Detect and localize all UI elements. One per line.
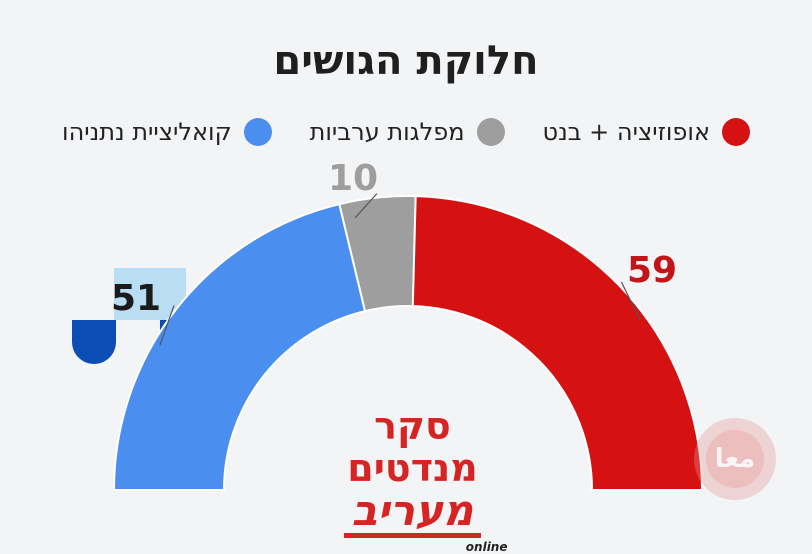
watermark-text: معا (706, 430, 764, 488)
legend-item-coalition: קואליציית נתניהו (62, 118, 272, 146)
legend: אופוזיציה + בנט מפלגות ערביות קואליציית … (0, 112, 812, 152)
brand-online: online (465, 540, 508, 554)
cursor-handle-left-icon[interactable] (72, 320, 116, 364)
legend-swatch-opposition (721, 118, 750, 146)
legend-swatch-coalition (243, 118, 272, 146)
slice-2 (411, 195, 704, 491)
data-label-1: 10 (328, 158, 378, 199)
legend-item-opposition: אופוזיציה + בנט (543, 118, 750, 146)
legend-label-coalition: קואליציית נתניהו (62, 118, 232, 146)
leader-line-2 (620, 281, 641, 321)
brand-name: מעריב (343, 489, 482, 538)
brand-logo: סקר מנדטים מעריב online (305, 405, 520, 554)
slice-0 (112, 202, 367, 491)
data-label-0: 51 (111, 278, 161, 319)
legend-label-arab-parties: מפלגות ערביות (309, 118, 465, 146)
data-label-2: 59 (627, 250, 677, 291)
legend-label-opposition: אופוזיציה + בנט (542, 118, 710, 146)
brand-survey-label: סקר מנדטים (347, 404, 478, 490)
legend-item-arab-parties: מפלגות ערביות (310, 118, 505, 146)
leader-line-1 (354, 193, 378, 219)
semicircle-chart: 51 10 59 (111, 158, 704, 491)
legend-swatch-arab-parties (476, 118, 505, 146)
leader-line-0 (159, 305, 175, 346)
chart-title: חלוקת הגושים (273, 38, 539, 84)
watermark-logo: معا (694, 418, 776, 500)
